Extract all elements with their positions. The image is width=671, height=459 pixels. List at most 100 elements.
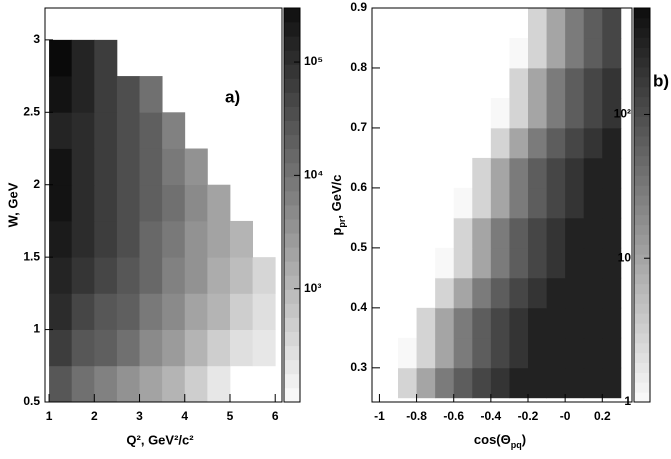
colorbar-step (634, 205, 650, 216)
heatmap-cell (490, 277, 510, 309)
x-tick-label: 3 (136, 409, 143, 423)
heatmap-cell (94, 76, 118, 113)
heatmap-cell (509, 157, 529, 189)
heatmap-cell (207, 220, 231, 258)
colorbar-frame (633, 7, 651, 403)
colorbar-step (634, 234, 650, 245)
heatmap-cell (472, 307, 492, 339)
colorbar-step (634, 372, 650, 383)
heatmap-cell (184, 293, 208, 330)
heatmap-cell (116, 329, 140, 367)
heatmap-cell (509, 277, 529, 309)
colorbar-step (634, 333, 650, 344)
heatmap-cell (546, 37, 566, 69)
heatmap-cell (546, 67, 566, 99)
colorbar-step (634, 362, 650, 373)
heatmap-cell (398, 367, 417, 399)
heatmap-cell (472, 337, 492, 369)
colorbar-step (284, 289, 300, 304)
colorbar-step (284, 261, 300, 276)
plot-frame (371, 7, 633, 403)
colorbar-step (634, 224, 650, 235)
heatmap-cell (565, 157, 585, 189)
heatmap-cell (546, 97, 566, 129)
heatmap-cell (453, 247, 473, 279)
heatmap-cell (162, 257, 186, 294)
heatmap-cell (49, 329, 73, 367)
colorbar-frame (283, 7, 301, 403)
heatmap-cell (565, 337, 585, 369)
x-tick-label: -0.4 (481, 409, 502, 423)
heatmap-cell (71, 39, 95, 77)
panel-label: a) (225, 87, 240, 106)
heatmap-cell (162, 293, 186, 330)
plot-frame (44, 7, 283, 403)
colorbar-tick-label: 1 (624, 394, 631, 408)
heatmap-cell (49, 257, 73, 294)
heatmap-cell (435, 277, 455, 309)
heatmap-cell (602, 157, 622, 189)
heatmap-cell (139, 112, 163, 149)
heatmap-cell (435, 307, 455, 339)
colorbar-step (284, 162, 300, 178)
colorbar-step (284, 345, 300, 361)
heatmap-cell (565, 367, 585, 399)
y-axis-title: W, GeV (5, 182, 20, 227)
heatmap-cell (453, 337, 473, 369)
heatmap-cell (71, 112, 95, 149)
heatmap-cell (453, 277, 473, 309)
heatmap-cell (435, 247, 455, 279)
x-tick-label: -1 (374, 409, 385, 423)
heatmap-cell (583, 337, 603, 369)
x-tick-label: -0.8 (406, 409, 427, 423)
colorbar-step (284, 331, 300, 347)
y-tick-label: 2.5 (23, 104, 40, 118)
heatmap-cell (416, 337, 436, 369)
heatmap-cell (139, 257, 163, 294)
heatmap-cell (565, 307, 585, 339)
y-axis-title-part: pr (337, 218, 347, 227)
heatmap-cell (207, 257, 231, 294)
heatmap-cell (602, 97, 622, 129)
heatmap-cell (207, 365, 231, 403)
x-tick-label: 1 (46, 409, 53, 423)
colorbar-step (284, 8, 300, 23)
x-tick-label: 5 (227, 409, 234, 423)
colorbar-step (634, 303, 650, 314)
y-tick-label: 0.3 (350, 360, 367, 374)
heatmap-cell (116, 112, 140, 149)
heatmap-cell (602, 277, 622, 309)
heatmap-cell (528, 157, 547, 189)
heatmap-cell (162, 184, 186, 222)
heatmap-cell (546, 8, 566, 39)
heatmap-cell (602, 217, 622, 249)
heatmap-cell (207, 329, 231, 367)
heatmap-cell (509, 247, 529, 279)
y-tick-label: 1.5 (23, 249, 40, 263)
colorbar-step (634, 283, 650, 295)
heatmap-cell (490, 247, 510, 279)
heatmap-cell (398, 337, 417, 369)
heatmap-cell (583, 277, 603, 309)
heatmap-cell (490, 187, 510, 219)
x-axis-title-part: ) (522, 432, 526, 447)
colorbar-step (634, 8, 650, 19)
colorbar-step (634, 273, 650, 285)
heatmap-cell (94, 39, 118, 77)
heatmap-cell (509, 127, 529, 159)
heatmap-cell (94, 293, 118, 330)
heatmap-cell (229, 257, 254, 294)
heatmap-cell (184, 365, 208, 403)
heatmap-cell (94, 220, 118, 258)
colorbar-step (634, 126, 650, 137)
heatmap-cell (602, 307, 622, 339)
heatmap-cell (528, 367, 547, 399)
colorbar-step (634, 67, 650, 78)
heatmap-cell (229, 293, 254, 330)
heatmap-cell (583, 37, 603, 69)
heatmap-cell (528, 337, 547, 369)
heatmap-cell (184, 148, 208, 186)
heatmap-cell (416, 367, 436, 399)
colorbar-step (634, 106, 650, 117)
heatmap-cell (602, 187, 622, 219)
